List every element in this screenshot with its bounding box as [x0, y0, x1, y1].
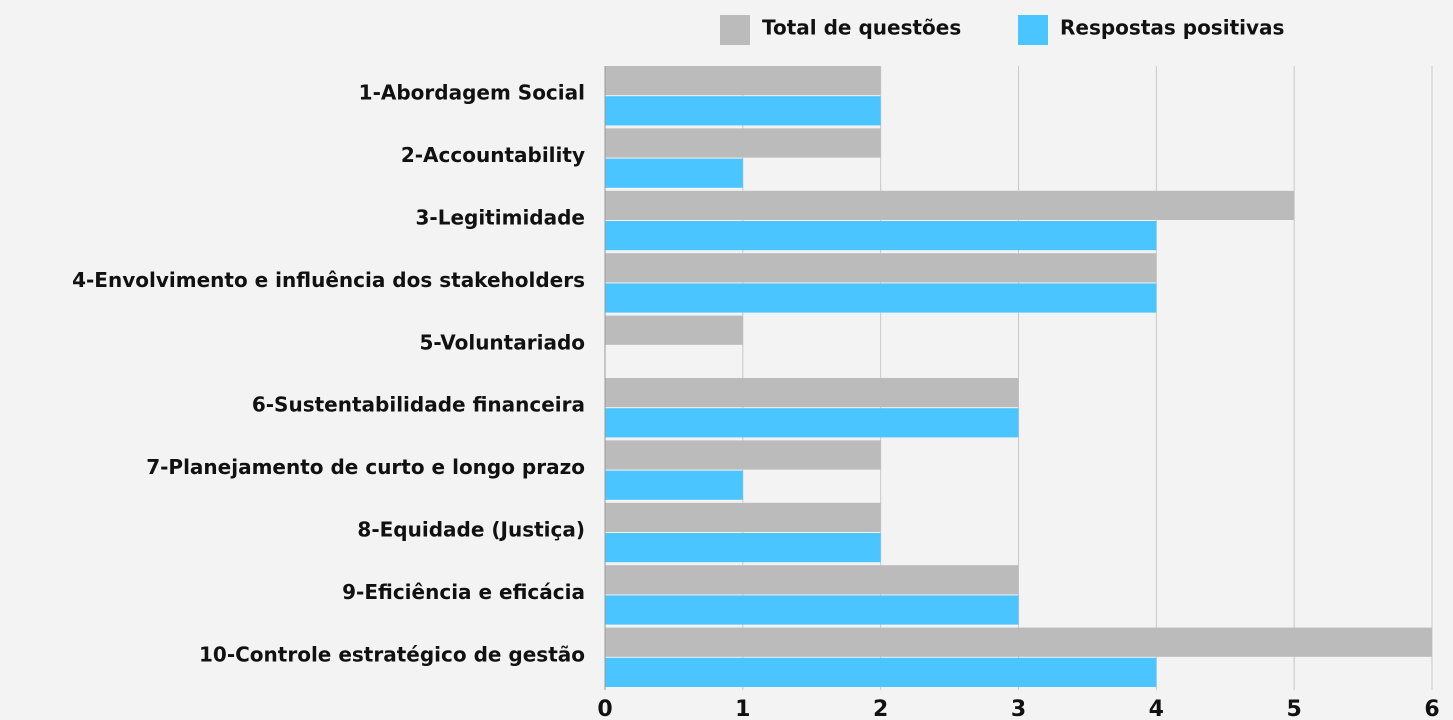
- legend-label: Respostas positivas: [1060, 16, 1284, 40]
- y-tick-label: 8-Equidade (Justiça): [357, 518, 585, 542]
- bar: [605, 408, 1019, 438]
- bar: [605, 315, 743, 345]
- bar: [605, 627, 1432, 657]
- y-tick-label: 6-Sustentabilidade financeira: [252, 393, 585, 417]
- bar: [605, 440, 881, 470]
- y-tick-label: 3-Legitimidade: [415, 206, 585, 230]
- y-tick-label: 2-Accountability: [401, 143, 585, 167]
- x-tick-label: 0: [597, 697, 612, 720]
- bar: [605, 66, 881, 96]
- bar: [605, 565, 1019, 595]
- bar: [605, 657, 1157, 687]
- y-tick-label: 9-Eficiência e eficácia: [342, 580, 585, 604]
- legend-label: Total de questões: [762, 16, 961, 40]
- x-tick-label: 1: [735, 697, 750, 720]
- legend-swatch: [1018, 15, 1048, 45]
- bar: [605, 378, 1019, 408]
- bar: [605, 283, 1157, 313]
- y-tick-label: 1-Abordagem Social: [359, 81, 585, 105]
- bar: [605, 158, 743, 188]
- x-tick-label: 6: [1424, 697, 1439, 720]
- x-tick-label: 4: [1149, 697, 1164, 720]
- x-tick-label: 3: [1011, 697, 1026, 720]
- bar: [605, 221, 1157, 251]
- bar: [605, 128, 881, 158]
- legend-swatch: [720, 15, 750, 45]
- bar: [605, 470, 743, 500]
- bar: [605, 502, 881, 532]
- y-tick-label: 4-Envolvimento e influência dos stakehol…: [72, 268, 585, 292]
- bar: [605, 253, 1157, 283]
- y-tick-label: 7-Planejamento de curto e longo prazo: [146, 455, 585, 479]
- bar: [605, 533, 881, 563]
- x-tick-label: 2: [873, 697, 888, 720]
- x-tick-label: 5: [1287, 697, 1302, 720]
- bar: [605, 96, 881, 126]
- bar: [605, 190, 1295, 220]
- bar: [605, 595, 1019, 625]
- y-tick-label: 5-Voluntariado: [419, 330, 585, 354]
- y-tick-label: 10-Controle estratégico de gestão: [199, 642, 585, 666]
